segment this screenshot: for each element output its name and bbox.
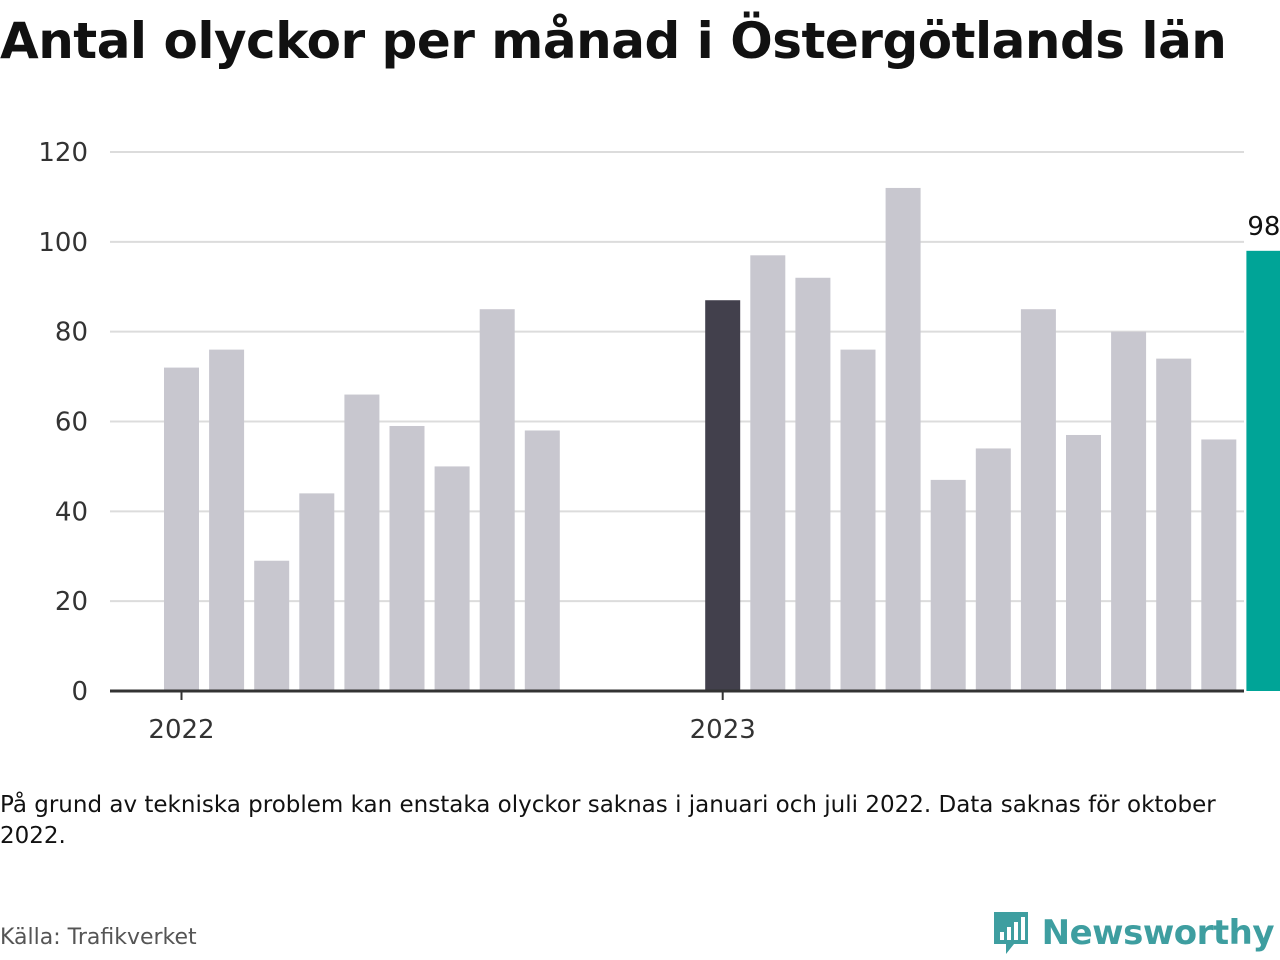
bar-2023-11 bbox=[1156, 358, 1192, 691]
x-axis: 2022 2023 bbox=[110, 689, 1244, 745]
bar-2023-09 bbox=[1066, 434, 1101, 691]
brand-logo[interactable]: Newsworthy bbox=[992, 910, 1275, 956]
bar-2023-04 bbox=[840, 349, 876, 691]
y-tick-label: 40 bbox=[55, 497, 88, 527]
bar-2022-06 bbox=[389, 425, 425, 691]
bar-2023-08 bbox=[1020, 309, 1056, 691]
y-tick-label: 20 bbox=[55, 587, 88, 617]
bar-2023-12 bbox=[1201, 439, 1237, 691]
bar-2022-09 bbox=[524, 430, 560, 691]
bar-2024-01 bbox=[1246, 250, 1280, 692]
grid-lines bbox=[110, 151, 1244, 603]
bar-2023-10 bbox=[1111, 331, 1147, 691]
x-tick-label: 2023 bbox=[690, 715, 756, 745]
bar-2023-02 bbox=[750, 255, 786, 691]
bar-2023-07 bbox=[975, 448, 1011, 691]
bar-2022-02 bbox=[209, 349, 245, 691]
bar-2023-01 bbox=[705, 300, 741, 691]
brand-name: Newsworthy bbox=[1041, 913, 1275, 953]
bars bbox=[164, 187, 1280, 692]
bar-2023-06 bbox=[930, 479, 966, 691]
bar-2023-05 bbox=[885, 187, 921, 691]
bar-chart: 0 20 40 60 80 100 120 2022 2023 98 bbox=[38, 138, 1280, 745]
y-axis-ticks: 0 20 40 60 80 100 120 bbox=[38, 138, 88, 707]
y-tick-label: 100 bbox=[38, 228, 88, 258]
data-label: 98 bbox=[1247, 212, 1280, 242]
newsworthy-logo-icon bbox=[993, 912, 1028, 954]
y-tick-label: 60 bbox=[55, 408, 88, 438]
source-credit: Källa: Trafikverket bbox=[0, 925, 197, 950]
bar-2022-04 bbox=[299, 493, 335, 691]
bar-2022-07 bbox=[434, 466, 470, 691]
bar-2022-01 bbox=[164, 367, 199, 691]
chart-note: På grund av tekniska problem kan enstaka… bbox=[0, 792, 1216, 849]
x-tick-label: 2022 bbox=[148, 715, 214, 745]
bar-2022-08 bbox=[479, 309, 515, 691]
bar-2022-05 bbox=[344, 394, 380, 691]
bar-2023-03 bbox=[795, 277, 831, 691]
y-tick-label: 0 bbox=[71, 677, 88, 707]
y-tick-label: 80 bbox=[55, 318, 88, 348]
data-labels: 98 bbox=[1247, 212, 1280, 242]
chart-title: Antal olyckor per månad i Östergötlands … bbox=[0, 12, 1227, 70]
y-tick-label: 120 bbox=[38, 138, 88, 168]
bar-2022-03 bbox=[254, 560, 290, 691]
